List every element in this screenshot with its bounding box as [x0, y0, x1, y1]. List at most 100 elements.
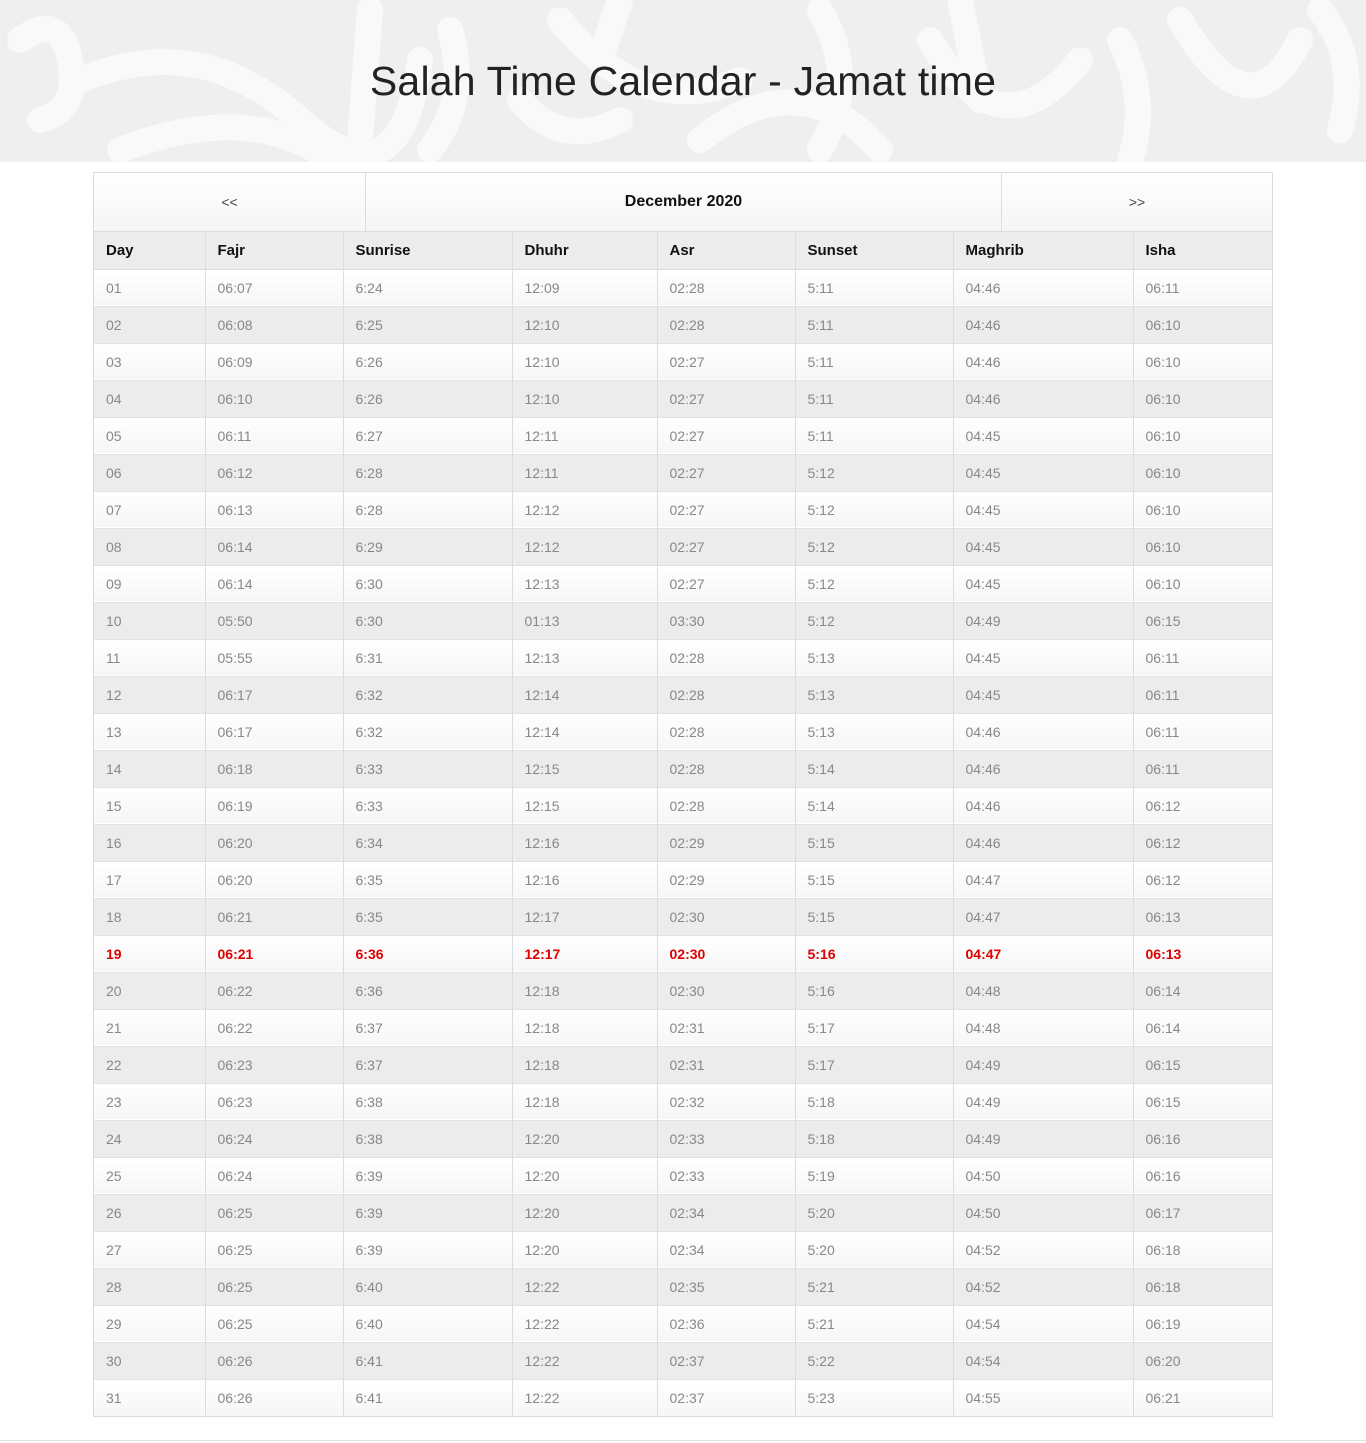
cell-dhuhr: 12:10: [512, 306, 658, 343]
cell-sunrise: 6:41: [343, 1342, 513, 1379]
table-row: 01 06:07 6:24 12:09 02:28 5:11 04:46 06:11: [94, 269, 1272, 306]
table-row: 23 06:23 6:38 12:18 02:32 5:18 04:49 06:15: [94, 1083, 1272, 1120]
cell-maghrib: 04:54: [953, 1305, 1134, 1342]
cell-asr: 02:34: [657, 1231, 796, 1268]
cell-fajr: 05:55: [205, 639, 344, 676]
cell-fajr: 06:18: [205, 750, 344, 787]
cell-sunrise: 6:30: [343, 602, 513, 639]
cell-isha: 06:11: [1145, 649, 1180, 666]
cell-isha: 06:11: [1145, 760, 1180, 777]
cell-maghrib: 04:48: [953, 1009, 1134, 1046]
cell-isha: 06:14: [1145, 982, 1181, 999]
cell-asr: 02:37: [657, 1379, 796, 1416]
cell-day: 15: [94, 787, 206, 824]
table-row: 26 06:25 6:39 12:20 02:34 5:20 04:50 06:17: [94, 1194, 1272, 1231]
cell-day: 25: [94, 1157, 206, 1194]
cell-dhuhr: 12:14: [512, 713, 658, 750]
cell-maghrib: 04:52: [953, 1268, 1134, 1305]
cell-dhuhr: 12:20: [512, 1194, 658, 1231]
cell-asr: 02:28: [657, 787, 796, 824]
next-month-button[interactable]: >>: [1002, 173, 1272, 231]
cell-isha: 06:15: [1145, 1093, 1181, 1110]
cell-dhuhr: 12:18: [512, 1046, 658, 1083]
column-header-maghrib: Maghrib: [953, 232, 1134, 269]
cell-day: 31: [94, 1379, 206, 1416]
cell-day: 30: [94, 1342, 206, 1379]
cell-fajr: 06:20: [205, 861, 344, 898]
cell-sunrise: 6:29: [343, 528, 513, 565]
cell-maghrib: 04:47: [953, 861, 1134, 898]
table-row: 05 06:11 6:27 12:11 02:27 5:11 04:45 06:10: [94, 417, 1272, 454]
cell-sunrise: 6:39: [343, 1157, 513, 1194]
cell-maghrib: 04:52: [953, 1231, 1134, 1268]
cell-sunset: 5:11: [795, 306, 954, 343]
cell-isha: 06:15: [1145, 1056, 1181, 1073]
cell-day: 01: [94, 269, 206, 306]
cell-asr: 03:30: [657, 602, 796, 639]
cell-sunrise: 6:37: [343, 1046, 513, 1083]
cell-sunrise: 6:26: [343, 343, 513, 380]
cell-asr: 02:32: [657, 1083, 796, 1120]
cell-fajr: 06:22: [205, 1009, 344, 1046]
cell-sunrise: 6:35: [343, 898, 513, 935]
table-header-row: Day Fajr Sunrise Dhuhr Asr Sunset Maghrib Isha: [94, 232, 1272, 269]
cell-asr: 02:28: [657, 306, 796, 343]
cell-fajr: 06:26: [205, 1342, 344, 1379]
table-row: 16 06:20 6:34 12:16 02:29 5:15 04:46 06:12: [94, 824, 1272, 861]
cell-day: 22: [94, 1046, 206, 1083]
cell-asr: 02:28: [657, 639, 796, 676]
cell-isha: 06:10: [1145, 427, 1181, 444]
cell-dhuhr: 12:22: [512, 1342, 658, 1379]
cell-dhuhr: 12:10: [512, 380, 658, 417]
cell-fajr: 06:10: [205, 380, 344, 417]
table-row: 29 06:25 6:40 12:22 02:36 5:21 04:54 06:19: [94, 1305, 1272, 1342]
column-header-sunset: Sunset: [795, 232, 954, 269]
cell-maghrib: 04:45: [953, 528, 1134, 565]
cell-dhuhr: 12:13: [512, 565, 658, 602]
cell-dhuhr: 12:11: [512, 454, 658, 491]
cell-sunrise: 6:28: [343, 454, 513, 491]
footer-divider: [0, 1440, 1366, 1441]
cell-sunrise: 6:38: [343, 1083, 513, 1120]
cell-isha: 06:13: [1145, 908, 1181, 925]
cell-sunrise: 6:36: [343, 972, 513, 1009]
prev-month-button[interactable]: <<: [94, 173, 366, 231]
table-row: 28 06:25 6:40 12:22 02:35 5:21 04:52 06:18: [94, 1268, 1272, 1305]
cell-fajr: 06:14: [205, 528, 344, 565]
cell-dhuhr: 12:09: [512, 269, 658, 306]
cell-asr: 02:27: [657, 454, 796, 491]
cell-sunrise: 6:41: [343, 1379, 513, 1416]
cell-sunset: 5:11: [795, 343, 954, 380]
cell-asr: 02:28: [657, 750, 796, 787]
cell-day: 23: [94, 1083, 206, 1120]
cell-dhuhr: 12:22: [512, 1268, 658, 1305]
cell-isha: 06:10: [1145, 390, 1181, 407]
cell-sunrise: 6:33: [343, 750, 513, 787]
cell-isha: 06:17: [1145, 1204, 1181, 1221]
cell-sunset: 5:15: [795, 861, 954, 898]
cell-isha: 06:13: [1145, 945, 1182, 962]
table-row: 13 06:17 6:32 12:14 02:28 5:13 04:46 06:11: [94, 713, 1272, 750]
cell-maghrib: 04:45: [953, 491, 1134, 528]
cell-maghrib: 04:48: [953, 972, 1134, 1009]
cell-fajr: 06:24: [205, 1120, 344, 1157]
cell-isha: 06:10: [1145, 575, 1181, 592]
cell-day: 27: [94, 1231, 206, 1268]
cell-fajr: 06:13: [205, 491, 344, 528]
column-header-fajr: Fajr: [205, 232, 344, 269]
cell-fajr: 06:26: [205, 1379, 344, 1416]
cell-sunrise: 6:24: [343, 269, 513, 306]
cell-day: 12: [94, 676, 206, 713]
cell-sunrise: 6:36: [343, 935, 513, 972]
cell-maghrib: 04:47: [953, 898, 1134, 935]
cell-maghrib: 04:49: [953, 1120, 1134, 1157]
cell-maghrib: 04:46: [953, 380, 1134, 417]
cell-isha: 06:12: [1145, 797, 1181, 814]
cell-sunrise: 6:32: [343, 676, 513, 713]
cell-fajr: 06:25: [205, 1194, 344, 1231]
cell-asr: 02:28: [657, 269, 796, 306]
cell-dhuhr: 12:17: [512, 935, 658, 972]
cell-sunset: 5:20: [795, 1231, 954, 1268]
cell-day: 18: [94, 898, 206, 935]
cell-asr: 02:33: [657, 1120, 796, 1157]
